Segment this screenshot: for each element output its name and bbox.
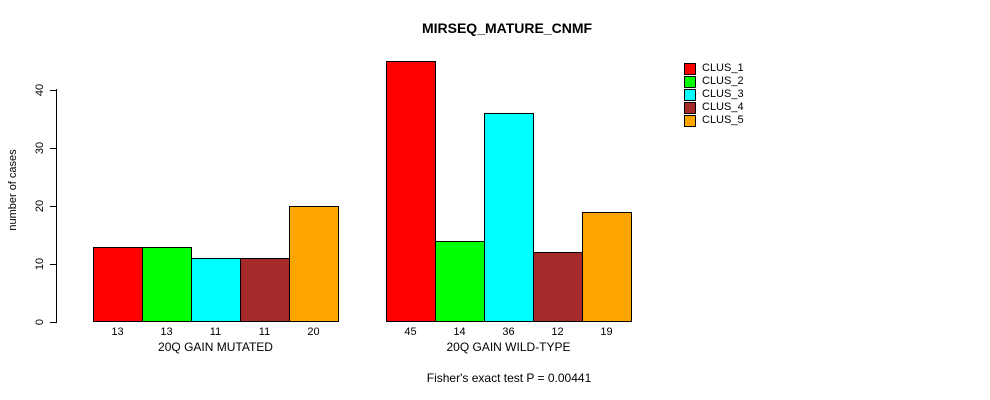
legend-item-label: CLUS_1 [702,62,744,74]
y-axis-tick [50,263,56,265]
x-axis-group-label: 20Q GAIN MUTATED [158,340,273,354]
legend: CLUS_1 CLUS_2 CLUS_3 CLUS_4 CLUS_5 [684,62,744,127]
y-axis-tick-label: 20 [34,199,46,213]
y-axis-tick [50,321,56,323]
y-axis-tick [50,147,56,149]
bar-value-label: 11 [209,326,222,338]
legend-item-label: CLUS_2 [702,75,744,87]
bar-value-label: 13 [160,326,173,338]
bar-clus_5-group1 [289,206,339,322]
bar-value-label: 14 [453,326,466,338]
legend-color-swatch [684,101,696,114]
bar-clus_3-group2 [484,113,534,322]
legend-color-swatch [684,114,696,127]
legend-item-label: CLUS_3 [702,88,744,100]
bar-clus_3-group1 [191,258,241,322]
legend-item-clus_3: CLUS_3 [684,88,744,101]
bar-clus_4-group1 [240,258,290,322]
legend-item-label: CLUS_4 [702,101,744,113]
legend-item-clus_5: CLUS_5 [684,114,744,127]
legend-color-swatch [684,75,696,88]
y-axis-tick [50,89,56,91]
bar-clus_4-group2 [533,252,583,322]
bar-value-label: 36 [502,326,515,338]
bar-clus_2-group2 [435,240,485,322]
bar-value-label: 20 [307,326,320,338]
y-axis-tick-label: 40 [34,83,46,97]
bar-value-label: 19 [600,326,613,338]
bar-value-label: 12 [551,326,564,338]
y-axis-label: number of cases [7,149,19,231]
bar-clus_2-group1 [142,246,192,322]
y-axis-tick-label: 30 [34,141,46,155]
bar-clus_5-group2 [582,211,632,322]
y-axis-line [56,89,57,323]
y-axis-tick-label: 10 [34,257,46,271]
legend-item-clus_1: CLUS_1 [684,62,744,75]
bar-value-label: 45 [404,326,417,338]
bar-value-label: 13 [111,326,124,338]
chart-title: MIRSEQ_MATURE_CNMF [421,20,593,36]
y-axis-tick [50,205,56,207]
bar-value-label: 11 [258,326,271,338]
y-axis-tick-label: 0 [34,318,46,326]
legend-item-clus_4: CLUS_4 [684,101,744,114]
x-axis-group-label: 20Q GAIN WILD-TYPE [446,340,571,354]
legend-color-swatch [684,88,696,101]
legend-item-label: CLUS_5 [702,114,744,126]
bar-clus_1-group1 [93,246,143,322]
bar-clus_1-group2 [386,61,436,322]
fisher-test-caption: Fisher's exact test P = 0.00441 [426,371,592,385]
legend-color-swatch [684,62,696,75]
legend-item-clus_2: CLUS_2 [684,75,744,88]
